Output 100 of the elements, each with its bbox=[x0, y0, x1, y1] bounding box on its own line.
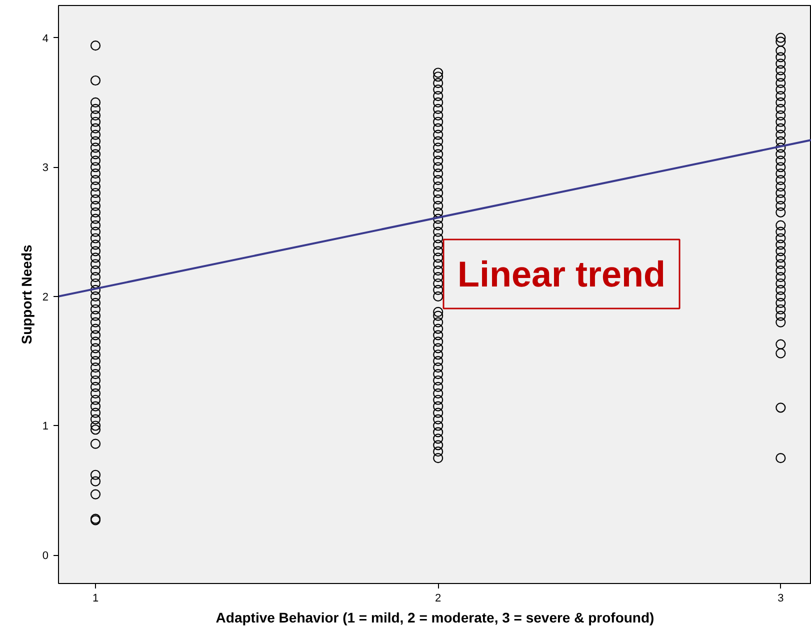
point bbox=[90, 149, 101, 160]
point bbox=[433, 310, 444, 321]
point bbox=[433, 194, 444, 204]
point bbox=[776, 304, 786, 314]
point bbox=[90, 336, 101, 347]
point bbox=[433, 84, 444, 95]
point bbox=[776, 252, 786, 263]
point bbox=[776, 156, 786, 166]
point bbox=[433, 72, 444, 82]
point bbox=[433, 356, 444, 366]
point bbox=[433, 343, 444, 354]
point bbox=[90, 489, 101, 500]
point bbox=[776, 58, 786, 69]
point bbox=[90, 291, 101, 302]
y-tick-label: 4 bbox=[42, 32, 49, 45]
point bbox=[776, 291, 786, 302]
point bbox=[776, 194, 786, 204]
point bbox=[433, 394, 444, 405]
point bbox=[776, 46, 786, 56]
point bbox=[776, 200, 786, 211]
point bbox=[433, 324, 444, 334]
point bbox=[776, 72, 786, 82]
point bbox=[433, 278, 444, 289]
point bbox=[776, 339, 786, 350]
point bbox=[90, 123, 101, 134]
point bbox=[433, 214, 444, 224]
point bbox=[433, 408, 444, 418]
point bbox=[433, 375, 444, 386]
point bbox=[90, 226, 101, 237]
point bbox=[776, 226, 786, 237]
point bbox=[433, 272, 444, 282]
y-tick-label: 0 bbox=[42, 550, 49, 562]
point bbox=[90, 298, 101, 308]
point bbox=[90, 175, 101, 186]
point bbox=[433, 78, 444, 88]
point bbox=[90, 424, 101, 435]
point bbox=[90, 116, 101, 127]
point bbox=[90, 310, 101, 321]
point bbox=[433, 446, 444, 457]
point bbox=[433, 104, 444, 114]
point bbox=[90, 194, 101, 204]
point bbox=[90, 214, 101, 224]
point bbox=[433, 110, 444, 120]
point bbox=[776, 168, 786, 179]
point bbox=[90, 356, 101, 366]
point bbox=[90, 130, 101, 140]
point bbox=[90, 394, 101, 405]
point bbox=[90, 304, 101, 314]
point bbox=[90, 470, 101, 480]
point bbox=[433, 175, 444, 186]
x-tick-label: 3 bbox=[778, 592, 784, 604]
y-axis-title: Support Needs bbox=[18, 244, 34, 344]
point bbox=[776, 348, 786, 358]
point bbox=[90, 438, 101, 449]
point bbox=[433, 427, 444, 438]
point bbox=[433, 330, 444, 340]
point bbox=[90, 75, 101, 86]
point bbox=[433, 259, 444, 270]
point bbox=[433, 440, 444, 450]
y-tick-label: 1 bbox=[42, 420, 49, 433]
point bbox=[433, 181, 444, 192]
point bbox=[776, 90, 786, 102]
point bbox=[433, 368, 444, 380]
x-tick-label: 1 bbox=[92, 592, 99, 604]
point bbox=[433, 220, 444, 230]
point bbox=[433, 90, 444, 102]
point bbox=[433, 317, 444, 328]
point bbox=[776, 259, 786, 270]
point bbox=[433, 240, 444, 250]
point bbox=[433, 252, 444, 263]
point bbox=[433, 382, 444, 392]
point bbox=[90, 97, 101, 108]
point bbox=[90, 317, 101, 328]
point bbox=[433, 123, 444, 134]
annotation: Linear trend bbox=[458, 254, 666, 294]
point bbox=[90, 252, 101, 263]
point bbox=[433, 306, 444, 317]
point bbox=[90, 156, 101, 166]
point bbox=[90, 220, 101, 230]
point bbox=[776, 104, 786, 114]
point bbox=[776, 110, 786, 120]
point bbox=[433, 266, 444, 276]
point bbox=[433, 188, 444, 198]
point bbox=[433, 453, 444, 464]
point bbox=[90, 401, 101, 412]
point bbox=[90, 368, 101, 380]
point bbox=[433, 116, 444, 127]
point bbox=[90, 110, 101, 120]
point bbox=[90, 350, 101, 360]
point bbox=[90, 233, 101, 244]
point bbox=[776, 402, 786, 413]
point bbox=[433, 434, 444, 444]
point bbox=[776, 284, 786, 296]
point bbox=[776, 32, 786, 43]
point bbox=[776, 317, 786, 328]
point bbox=[776, 181, 786, 192]
point bbox=[90, 142, 101, 153]
point bbox=[90, 207, 101, 218]
point bbox=[776, 453, 786, 464]
point bbox=[90, 362, 101, 373]
